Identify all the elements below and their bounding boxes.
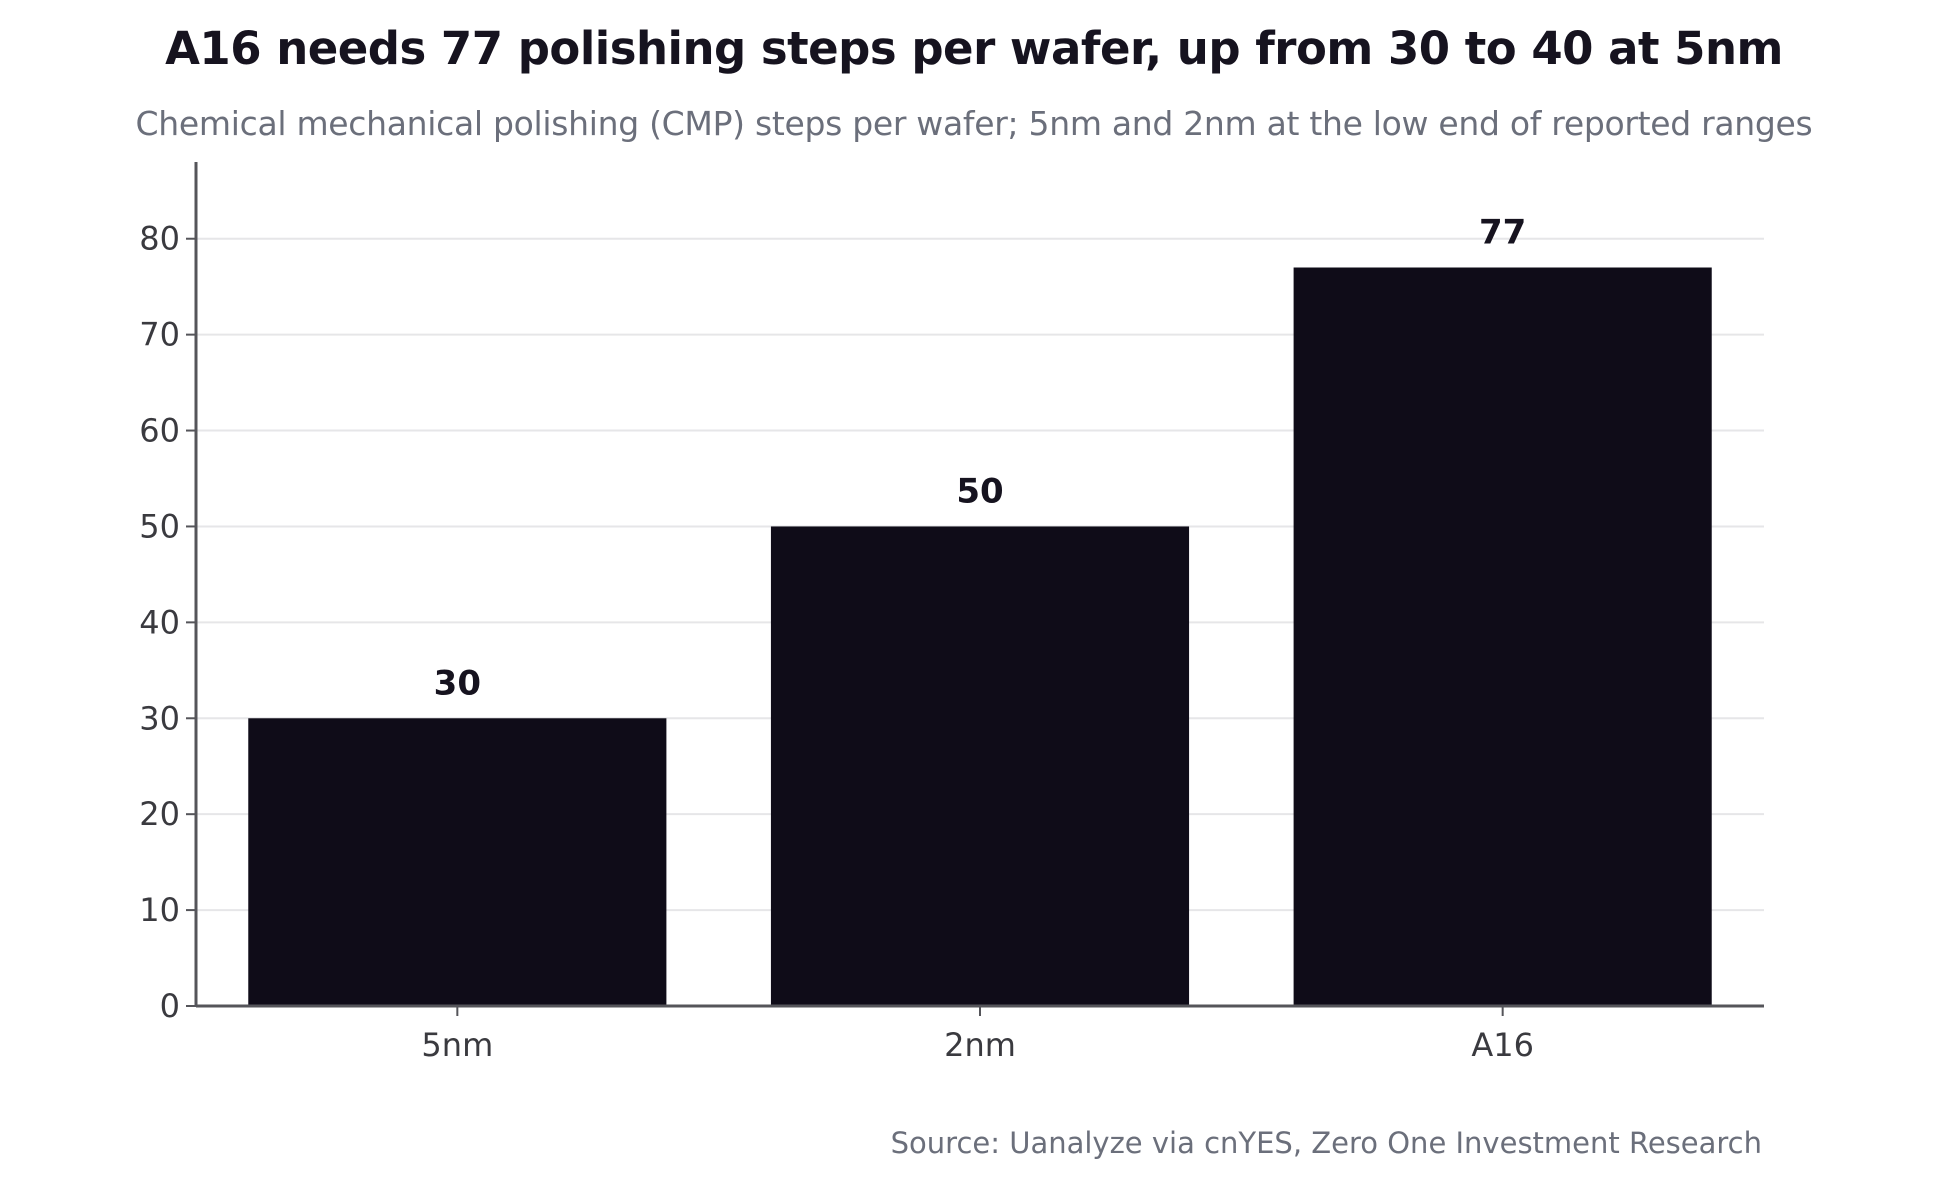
data-label-a16: 77 xyxy=(1479,213,1526,253)
y-tick-label: 0 xyxy=(160,987,180,1025)
bars xyxy=(248,267,1712,1006)
y-tick-label: 50 xyxy=(139,507,180,545)
data-label-5nm: 30 xyxy=(434,663,481,703)
y-tick-label: 80 xyxy=(139,220,180,258)
x-tick-label: A16 xyxy=(1471,1026,1534,1064)
labels: 0 10 20 30 40 50 60 70 80 30 5nm 50 2nm 77 A16 xyxy=(139,213,1534,1065)
y-tick-label: 20 xyxy=(139,795,180,833)
x-tick-label: 5nm xyxy=(421,1026,493,1064)
y-tick-label: 70 xyxy=(139,316,180,354)
y-tick-label: 60 xyxy=(139,412,180,450)
bar-a16 xyxy=(1293,267,1712,1006)
y-tick-label: 40 xyxy=(139,603,180,641)
chart-subtitle: Chemical mechanical polishing (CMP) step… xyxy=(135,104,1813,143)
data-label-2nm: 50 xyxy=(956,471,1003,511)
x-tick-label: 2nm xyxy=(944,1026,1016,1064)
y-tick-label: 10 xyxy=(139,891,180,929)
chart-title: A16 needs 77 polishing steps per wafer, … xyxy=(165,22,1783,75)
source-note: Source: Uanalyze via cnYES, Zero One Inv… xyxy=(890,1126,1762,1160)
bar-5nm xyxy=(248,718,667,1006)
y-tick-label: 30 xyxy=(139,699,180,737)
axes xyxy=(186,162,1764,1016)
bar-2nm xyxy=(770,526,1190,1006)
